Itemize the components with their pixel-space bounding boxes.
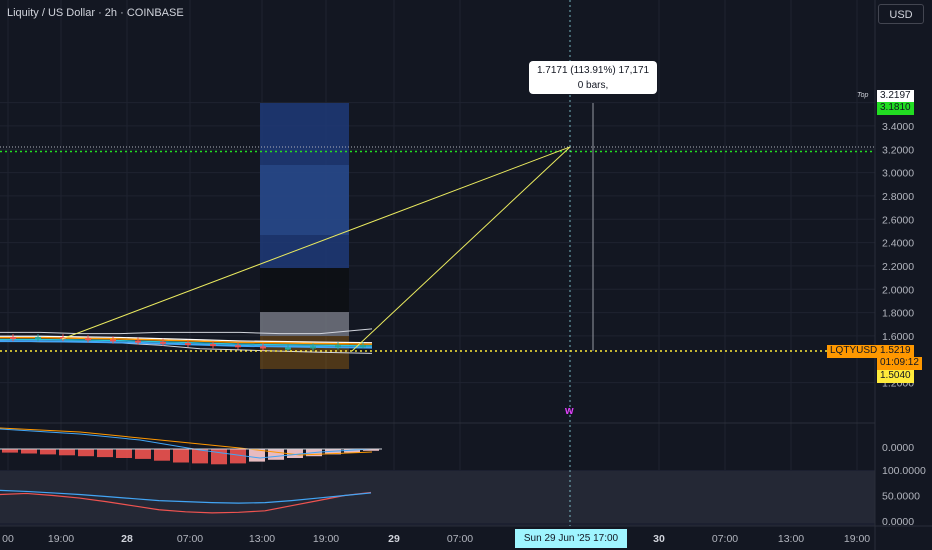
candle-body xyxy=(135,340,141,343)
time-tick-label: 07:00 xyxy=(177,533,203,545)
price-tick-label: 2.0000 xyxy=(882,284,914,296)
top-price-tag: 3.2197 xyxy=(877,90,914,103)
price-tick-label: 2.6000 xyxy=(882,214,914,226)
candle-body xyxy=(85,338,91,341)
time-tick-label: 30 xyxy=(653,533,665,545)
macd-line xyxy=(0,428,373,459)
macd-bar xyxy=(78,449,94,457)
candle-body xyxy=(185,342,191,345)
rsi-tick-label: 100.0000 xyxy=(882,465,926,477)
macd-signal-line xyxy=(0,427,373,456)
crosshair-date-label: Sun 29 Jun '25 17:00 xyxy=(515,529,627,548)
macd-bar xyxy=(192,449,208,464)
measure-tooltip-bars: 0 bars, xyxy=(577,80,609,91)
target-zone-highlight xyxy=(260,165,349,235)
rsi-tick-label: 0.0000 xyxy=(882,516,914,528)
candle-body xyxy=(235,345,241,348)
macd-bar xyxy=(59,449,75,456)
price-tick-label: 2.8000 xyxy=(882,191,914,203)
ma-cyan xyxy=(0,338,373,347)
candle-body xyxy=(310,346,316,349)
price-tick-label: 2.2000 xyxy=(882,261,914,273)
macd-bar xyxy=(249,449,265,462)
macd-bar xyxy=(21,449,37,454)
candle-body xyxy=(285,347,291,350)
macd-bar xyxy=(363,449,379,451)
time-tick-label: 19:00 xyxy=(844,533,870,545)
rsi-series-line xyxy=(0,491,372,514)
symbol-tag: LQTYUSD xyxy=(827,345,881,358)
ma-blue xyxy=(0,340,373,349)
measure-tooltip-value: 1.7171 (113.91%) 17,171 xyxy=(536,65,650,76)
macd-bar xyxy=(344,449,360,453)
neutral-zone xyxy=(260,268,349,313)
rsi-band xyxy=(0,471,875,523)
macd-bar xyxy=(135,449,151,459)
macd-bar xyxy=(230,449,246,464)
time-tick-label: 00 xyxy=(2,533,14,545)
price-tick-label: 3.2000 xyxy=(882,144,914,156)
time-tick-label: 07:00 xyxy=(447,533,473,545)
last-price-tag: 1.5219 xyxy=(877,345,914,358)
target-price-tag: 3.1810 xyxy=(877,102,914,115)
rsi-series-line xyxy=(0,489,372,504)
candle-body xyxy=(110,339,116,342)
time-tick-label: 28 xyxy=(121,533,133,545)
ma-white xyxy=(0,335,373,344)
top-line-label: Top xyxy=(857,92,869,99)
rsi-tick-label: 50.0000 xyxy=(882,491,920,503)
time-tick-label: 13:00 xyxy=(249,533,275,545)
macd-tick-label: 0.0000 xyxy=(882,442,914,454)
macd-bar xyxy=(2,449,18,453)
macd-bar xyxy=(154,449,170,461)
entry-price-tag: 1.5040 xyxy=(877,370,914,383)
symbol-title[interactable]: Liquity / US Dollar · 2h · COINBASE xyxy=(7,7,184,19)
candle-body xyxy=(35,337,41,340)
price-tick-label: 1.6000 xyxy=(882,331,914,343)
measure-tooltip: 1.7171 (113.91%) 17,171 0 bars, xyxy=(529,61,657,94)
time-tick-label: 07:00 xyxy=(712,533,738,545)
candle-body xyxy=(160,341,166,344)
time-tick-label: 19:00 xyxy=(313,533,339,545)
candle-body xyxy=(210,344,216,347)
price-tick-label: 3.0000 xyxy=(882,168,914,180)
macd-bar xyxy=(287,449,303,458)
time-tick-label: 19:00 xyxy=(48,533,74,545)
macd-bar xyxy=(40,449,56,455)
macd-bar xyxy=(173,449,189,463)
trend-line-1 xyxy=(61,146,571,340)
candle-body xyxy=(335,345,341,348)
pattern-marker[interactable]: w xyxy=(565,405,574,417)
price-tick-label: 1.8000 xyxy=(882,308,914,320)
candle-body xyxy=(360,345,366,348)
time-tick-label: 13:00 xyxy=(778,533,804,545)
candle-body xyxy=(260,346,266,349)
trend-line-2 xyxy=(351,146,571,352)
price-tick-label: 3.4000 xyxy=(882,121,914,133)
upper-band xyxy=(0,328,373,335)
candle-body xyxy=(10,337,16,340)
macd-bar xyxy=(268,449,284,460)
time-tick-label: 29 xyxy=(388,533,400,545)
macd-bar xyxy=(116,449,132,458)
currency-button[interactable]: USD xyxy=(878,4,924,24)
macd-bar xyxy=(97,449,113,458)
countdown-tag: 01:09:12 xyxy=(877,357,922,370)
price-tick-label: 2.4000 xyxy=(882,238,914,250)
